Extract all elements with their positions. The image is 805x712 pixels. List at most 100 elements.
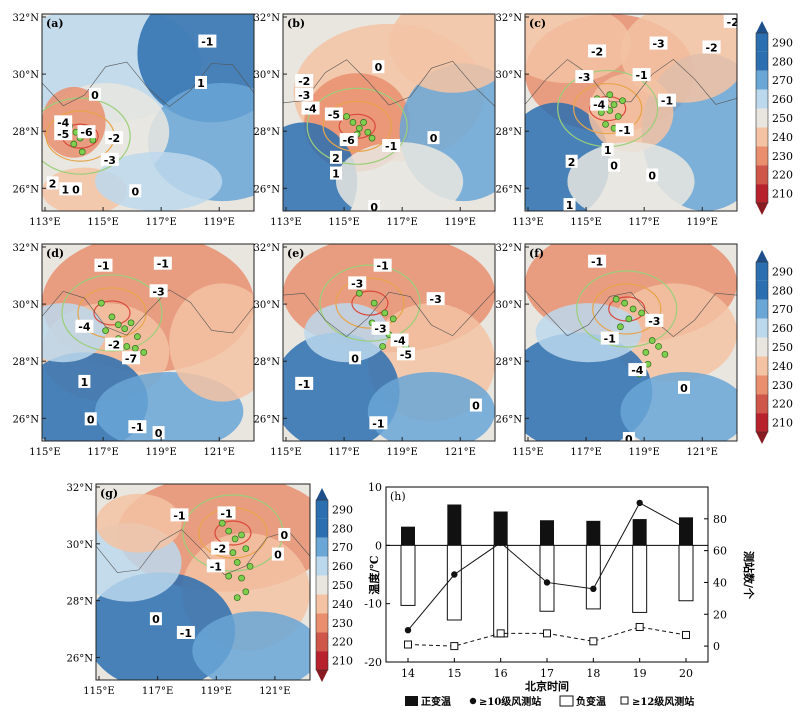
contour-label-box (372, 60, 385, 74)
contour-label: -1 (173, 509, 185, 522)
wind-station-marker (614, 113, 622, 120)
latitude-label: 32°N (496, 243, 523, 254)
y-left-tick-label: -20 (364, 656, 382, 669)
contour-label-box (176, 625, 195, 639)
contour-label: 1 (197, 77, 205, 90)
wind-station-marker (246, 562, 254, 570)
contour-label: -3 (652, 38, 664, 51)
temperature-change-contour (335, 277, 405, 329)
colorbar-tick-label: 240 (772, 360, 793, 373)
brightness-temperature-field (367, 372, 495, 441)
contour-label-box (295, 87, 314, 101)
latitude-label: 32°N (254, 243, 281, 254)
wind-station-marker (121, 325, 129, 333)
contour-label-box (615, 123, 634, 137)
contour-label-box (658, 93, 677, 107)
contour-label: -5 (328, 108, 340, 121)
contour-label: -1 (131, 421, 143, 434)
contour-label: 0 (625, 433, 633, 446)
wind-station-marker (70, 140, 78, 148)
province-boundary (525, 59, 737, 105)
y-right-tick-label: 0 (713, 640, 720, 653)
latitude-label: 32°N (13, 13, 40, 24)
contour-label-box (152, 426, 165, 440)
x-tick-label: 19 (633, 667, 647, 680)
contour-label: 0 (430, 132, 438, 145)
wind-station-marker (225, 527, 233, 535)
brightness-temperature-field (95, 151, 223, 211)
contour-label: -6 (80, 126, 93, 139)
colorbar-segment (316, 500, 328, 519)
wind-station-marker (229, 549, 237, 556)
colorbar-tick-label: 220 (772, 398, 793, 411)
colorbar-tick-label: 290 (772, 36, 793, 49)
map-panel: -2-2-3 -2-3 -1-4 -1-121001(c)32°N30°N28°N26… (496, 13, 738, 228)
contour-label-box (426, 292, 445, 306)
temperature-change-contour (576, 270, 678, 348)
colorbar-segment (756, 33, 768, 52)
latitude-label: 30°N (254, 70, 281, 81)
contour-label: -1 (377, 260, 389, 273)
brightness-temperature-field (96, 493, 182, 553)
colorbar-segment (316, 651, 328, 670)
series-point-10 (404, 626, 412, 634)
latitude-label: 26°N (254, 184, 281, 195)
colorbar-tick-label: 210 (332, 655, 353, 668)
wind-station-marker (360, 118, 367, 126)
contour-label-box (349, 351, 362, 365)
contour-label-box (339, 133, 358, 147)
negative-change-bar (632, 544, 648, 613)
panel-letter: (c) (529, 17, 546, 30)
colorbar-segment (756, 51, 768, 71)
latitude-label: 32°N (496, 13, 523, 24)
colorbar-tick-label: 250 (332, 579, 353, 592)
contour-label: -4 (593, 99, 606, 112)
contour-label-box (301, 101, 320, 115)
contour-label-box (469, 398, 482, 412)
contour-label-box (59, 182, 72, 196)
wind-station-marker (225, 572, 233, 580)
contour-label-box (75, 319, 94, 333)
contour-label: 1 (81, 376, 89, 389)
contour-label-box (153, 256, 172, 270)
contour-label-box (396, 347, 415, 361)
contour-label-box (105, 131, 124, 145)
negative-change-bar (493, 544, 509, 638)
contour-label: 2 (49, 177, 57, 190)
panel-letter: (d) (46, 247, 64, 260)
contour-label-box (170, 508, 189, 522)
colorbar-tick-label: 270 (772, 303, 793, 316)
wind-station-marker (233, 594, 241, 602)
temperature-change-contour (93, 300, 131, 326)
series-point-12 (589, 637, 598, 646)
x-tick-label: 15 (447, 667, 461, 680)
colorbar-tick-label: 250 (772, 112, 793, 125)
contour-label: 1 (61, 183, 69, 196)
latitude-label: 26°N (13, 184, 40, 195)
panel-letter: (a) (46, 17, 64, 30)
colorbar-segment (756, 356, 768, 376)
longitude-label: 115°E (29, 447, 60, 458)
longitude-label: 117°E (142, 686, 173, 697)
colorbar-tick-label: 260 (772, 322, 793, 335)
latitude-label: 26°N (496, 184, 523, 195)
contour-label-box (211, 541, 230, 555)
contour-label: 1 (604, 144, 612, 157)
contour-label: 0 (274, 549, 282, 562)
wind-station-marker (98, 299, 105, 307)
brightness-temperature-field (389, 14, 495, 93)
temperature-change-contour (61, 274, 163, 352)
wind-station-marker (606, 91, 614, 99)
latitude-label: 28°N (496, 127, 523, 138)
longitude-label: 115°E (512, 447, 543, 458)
x-tick-label: 20 (679, 667, 693, 680)
longitude-label: 117°E (87, 447, 118, 458)
longitude-label: 121°E (687, 447, 718, 458)
colorbar-bottom-arrow (756, 203, 768, 215)
colorbar-tick-label: 280 (332, 522, 353, 535)
colorbar-tick-label: 230 (772, 150, 793, 163)
brightness-temperature-field (535, 303, 642, 363)
positive-change-bar (540, 520, 554, 546)
contour-label: 1 (566, 199, 574, 212)
contour-label-box (129, 184, 142, 198)
